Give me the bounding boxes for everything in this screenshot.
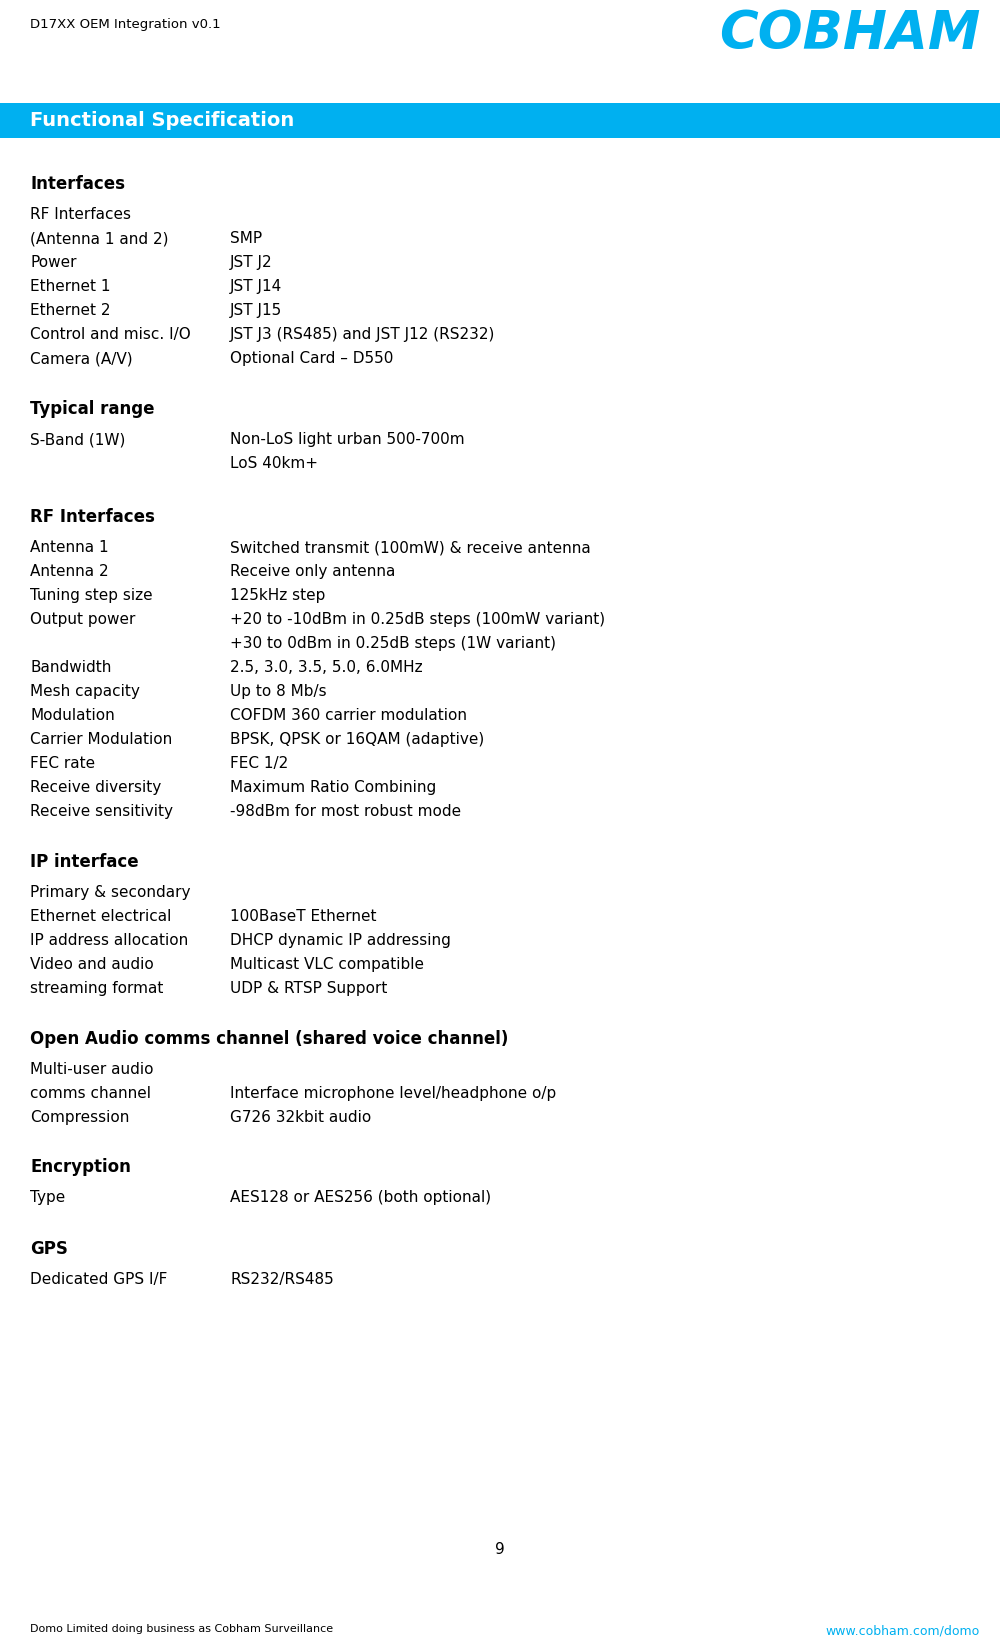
Text: comms channel: comms channel — [30, 1087, 151, 1101]
Text: AES128 or AES256 (both optional): AES128 or AES256 (both optional) — [230, 1190, 491, 1205]
Text: FEC 1/2: FEC 1/2 — [230, 756, 288, 771]
Text: JST J15: JST J15 — [230, 302, 282, 317]
Text: Mesh capacity: Mesh capacity — [30, 684, 140, 699]
Text: Open Audio comms channel (shared voice channel): Open Audio comms channel (shared voice c… — [30, 1031, 508, 1047]
Text: +30 to 0dBm in 0.25dB steps (1W variant): +30 to 0dBm in 0.25dB steps (1W variant) — [230, 636, 556, 651]
Text: S-Band (1W): S-Band (1W) — [30, 432, 125, 447]
Text: Encryption: Encryption — [30, 1157, 131, 1175]
Text: Output power: Output power — [30, 612, 135, 626]
Text: Ethernet electrical: Ethernet electrical — [30, 909, 171, 924]
Text: Receive only antenna: Receive only antenna — [230, 564, 395, 579]
Text: UDP & RTSP Support: UDP & RTSP Support — [230, 981, 387, 996]
Text: FEC rate: FEC rate — [30, 756, 95, 771]
Text: Power: Power — [30, 255, 76, 270]
Text: Video and audio: Video and audio — [30, 957, 154, 972]
Text: Multicast VLC compatible: Multicast VLC compatible — [230, 957, 424, 972]
Text: Multi-user audio: Multi-user audio — [30, 1062, 154, 1077]
Text: Dedicated GPS I/F: Dedicated GPS I/F — [30, 1272, 167, 1287]
Text: Domo Limited doing business as Cobham Surveillance: Domo Limited doing business as Cobham Su… — [30, 1624, 333, 1634]
Text: JST J14: JST J14 — [230, 279, 282, 294]
Text: Type: Type — [30, 1190, 65, 1205]
Text: Receive diversity: Receive diversity — [30, 779, 161, 796]
Text: +20 to -10dBm in 0.25dB steps (100mW variant): +20 to -10dBm in 0.25dB steps (100mW var… — [230, 612, 605, 626]
Text: (Antenna 1 and 2): (Antenna 1 and 2) — [30, 232, 168, 247]
Text: G726 32kbit audio: G726 32kbit audio — [230, 1110, 371, 1124]
Text: -98dBm for most robust mode: -98dBm for most robust mode — [230, 804, 461, 819]
Text: streaming format: streaming format — [30, 981, 163, 996]
Text: 125kHz step: 125kHz step — [230, 589, 325, 603]
Text: D17XX OEM Integration v0.1: D17XX OEM Integration v0.1 — [30, 18, 221, 31]
Text: RF Interfaces: RF Interfaces — [30, 207, 131, 222]
Text: LoS 40km+: LoS 40km+ — [230, 455, 318, 470]
Text: RS232/RS485: RS232/RS485 — [230, 1272, 334, 1287]
Text: RF Interfaces: RF Interfaces — [30, 508, 155, 526]
Text: SMP: SMP — [230, 232, 262, 247]
Text: Functional Specification: Functional Specification — [30, 112, 294, 130]
Text: Antenna 1: Antenna 1 — [30, 539, 109, 556]
Text: Ethernet 1: Ethernet 1 — [30, 279, 110, 294]
Text: DHCP dynamic IP addressing: DHCP dynamic IP addressing — [230, 934, 451, 949]
Text: 100BaseT Ethernet: 100BaseT Ethernet — [230, 909, 376, 924]
Text: Control and misc. I/O: Control and misc. I/O — [30, 327, 191, 342]
Text: Optional Card – D550: Optional Card – D550 — [230, 352, 393, 367]
Text: Non-LoS light urban 500-700m: Non-LoS light urban 500-700m — [230, 432, 465, 447]
Text: Receive sensitivity: Receive sensitivity — [30, 804, 173, 819]
Text: COBHAM: COBHAM — [719, 8, 980, 59]
Text: JST J2: JST J2 — [230, 255, 273, 270]
Text: Camera (A/V): Camera (A/V) — [30, 352, 133, 367]
Text: Typical range: Typical range — [30, 399, 154, 418]
Text: JST J3 (RS485) and JST J12 (RS232): JST J3 (RS485) and JST J12 (RS232) — [230, 327, 495, 342]
Text: Primary & secondary: Primary & secondary — [30, 884, 190, 899]
Text: Interface microphone level/headphone o/p: Interface microphone level/headphone o/p — [230, 1087, 556, 1101]
Text: Maximum Ratio Combining: Maximum Ratio Combining — [230, 779, 436, 796]
Text: Carrier Modulation: Carrier Modulation — [30, 732, 172, 746]
Text: Switched transmit (100mW) & receive antenna: Switched transmit (100mW) & receive ante… — [230, 539, 591, 556]
Text: 2.5, 3.0, 3.5, 5.0, 6.0MHz: 2.5, 3.0, 3.5, 5.0, 6.0MHz — [230, 659, 423, 676]
Text: Ethernet 2: Ethernet 2 — [30, 302, 110, 317]
Text: COFDM 360 carrier modulation: COFDM 360 carrier modulation — [230, 709, 467, 723]
Text: Bandwidth: Bandwidth — [30, 659, 111, 676]
Text: Up to 8 Mb/s: Up to 8 Mb/s — [230, 684, 327, 699]
Text: Antenna 2: Antenna 2 — [30, 564, 109, 579]
Text: 9: 9 — [495, 1542, 505, 1557]
Text: IP interface: IP interface — [30, 853, 139, 871]
Text: GPS: GPS — [30, 1240, 68, 1258]
Text: IP address allocation: IP address allocation — [30, 934, 188, 949]
Text: www.cobham.com/domo: www.cobham.com/domo — [826, 1624, 980, 1637]
Bar — [0, 104, 1000, 138]
Text: BPSK, QPSK or 16QAM (adaptive): BPSK, QPSK or 16QAM (adaptive) — [230, 732, 484, 746]
Text: Interfaces: Interfaces — [30, 174, 125, 192]
Text: Compression: Compression — [30, 1110, 129, 1124]
Text: Modulation: Modulation — [30, 709, 115, 723]
Text: Tuning step size: Tuning step size — [30, 589, 153, 603]
